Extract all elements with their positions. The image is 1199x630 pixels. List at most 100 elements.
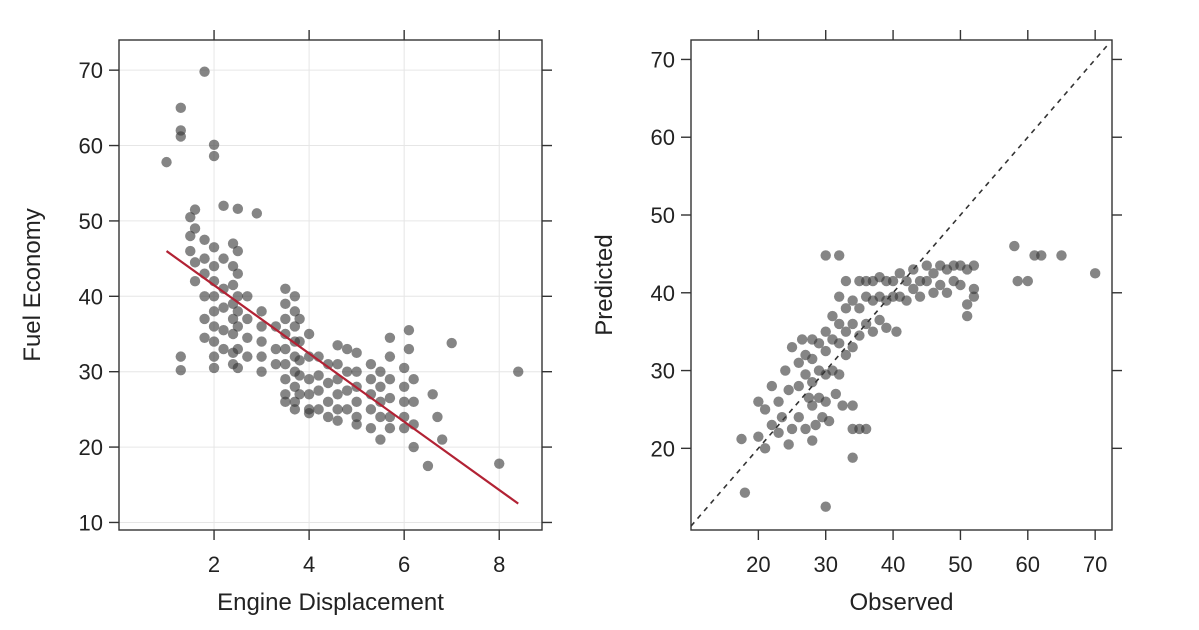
data-point <box>251 208 263 219</box>
data-point <box>289 381 301 392</box>
data-point <box>303 374 315 385</box>
data-point <box>820 501 831 512</box>
data-point <box>227 328 239 340</box>
data-point <box>227 260 239 272</box>
data-point <box>280 298 291 310</box>
data-point <box>322 358 334 370</box>
data-point <box>793 380 804 392</box>
data-point <box>446 337 457 349</box>
data-point <box>820 345 831 357</box>
data-point <box>341 343 353 355</box>
data-point <box>786 342 798 353</box>
data-point <box>384 332 396 343</box>
data-point <box>256 336 267 347</box>
data-point <box>961 299 973 310</box>
data-point <box>847 295 858 306</box>
data-point <box>280 396 291 408</box>
data-point <box>232 362 244 374</box>
data-point <box>830 388 842 400</box>
data-point <box>432 411 443 423</box>
x-tick-label: 4 <box>303 552 315 577</box>
data-point <box>332 404 343 415</box>
data-point <box>494 458 505 469</box>
data-point <box>968 283 980 295</box>
data-point <box>351 411 362 423</box>
data-point <box>398 362 410 374</box>
data-point <box>384 392 396 404</box>
data-point <box>375 411 386 423</box>
data-point <box>365 423 377 434</box>
data-point <box>256 306 267 317</box>
data-point <box>766 419 778 431</box>
data-point <box>823 415 835 427</box>
data-point <box>294 389 305 400</box>
data-point <box>232 306 244 317</box>
data-point <box>341 385 353 396</box>
data-point <box>161 156 172 168</box>
data-point <box>793 412 804 423</box>
data-point <box>800 423 811 435</box>
data-point <box>840 349 852 361</box>
data-point <box>427 389 438 400</box>
data-point <box>175 102 186 114</box>
data-point <box>803 392 815 403</box>
data-point <box>280 358 291 370</box>
data-point <box>739 487 751 498</box>
data-point <box>796 334 808 345</box>
data-point <box>365 404 377 415</box>
data-point <box>807 377 818 388</box>
y-tick-label: 60 <box>79 134 103 159</box>
data-point <box>833 338 845 349</box>
data-point <box>854 303 865 314</box>
x-axis-label: Observed <box>849 589 953 616</box>
data-point <box>218 343 229 355</box>
data-point <box>820 396 831 407</box>
data-point <box>208 362 220 374</box>
y-tick-label: 30 <box>651 359 675 384</box>
data-point <box>294 313 305 325</box>
y-tick-label: 40 <box>79 284 103 309</box>
data-point <box>332 389 343 400</box>
data-point <box>218 325 229 336</box>
data-point <box>807 435 818 446</box>
data-point <box>375 434 386 445</box>
data-point <box>820 326 831 337</box>
data-point <box>199 253 210 264</box>
data-point <box>280 343 291 355</box>
x-tick-label: 6 <box>398 552 410 577</box>
data-point <box>351 366 362 377</box>
data-point <box>351 419 362 430</box>
x-tick-label: 40 <box>881 552 905 577</box>
data-point <box>232 321 244 332</box>
data-point <box>840 275 852 287</box>
data-point <box>928 268 939 279</box>
data-point <box>840 326 852 337</box>
data-point <box>1012 275 1023 287</box>
data-point <box>968 291 980 302</box>
data-point <box>218 200 229 212</box>
x-axis-label: Engine Displacement <box>217 589 444 616</box>
data-point <box>189 223 201 234</box>
data-point <box>901 295 912 306</box>
data-point <box>408 441 419 453</box>
data-point <box>759 443 771 454</box>
data-point <box>955 279 966 291</box>
data-point <box>810 419 821 431</box>
data-point <box>1036 250 1047 261</box>
displacement-vs-economy-panel: 2 4 6 8 10 20 30 40 50 60 70 Engine Displacement Fue… <box>19 30 552 616</box>
data-point <box>1089 268 1101 279</box>
data-point <box>289 306 301 317</box>
data-point <box>227 238 239 249</box>
data-point <box>854 330 865 341</box>
data-point <box>436 434 448 445</box>
data-point <box>189 276 201 287</box>
data-point <box>847 342 858 353</box>
data-point <box>773 427 784 438</box>
data-point <box>303 407 315 419</box>
data-point <box>218 302 229 313</box>
y-tick-label: 10 <box>79 510 103 535</box>
data-point <box>313 385 324 396</box>
data-point <box>408 374 419 385</box>
data-point <box>256 321 267 332</box>
data-point <box>208 150 220 162</box>
